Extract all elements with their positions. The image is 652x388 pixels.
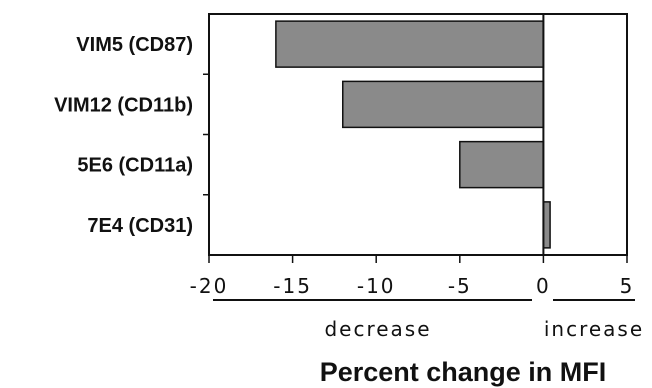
category-label: VIM12 (CD11b) [54, 94, 193, 116]
x-tick-label: 0 [536, 274, 551, 298]
bar [459, 140, 545, 189]
bar [542, 201, 551, 249]
bar [342, 80, 545, 129]
decrease-label: decrease [324, 317, 431, 341]
x-axis-title: Percent change in MFI [320, 357, 607, 387]
category-label: 7E4 (CD31) [87, 215, 193, 237]
category-labels: VIM5 (CD87) VIM12 (CD11b) 5E6 (CD11a) 7E4 (… [54, 34, 193, 237]
x-tick-label: -5 [448, 274, 472, 298]
bar [275, 20, 545, 68]
increase-label: increase [544, 317, 644, 341]
plot-area [203, 13, 628, 263]
x-tick-label: -20 [190, 274, 229, 298]
x-tick-label: -15 [273, 274, 312, 298]
category-label: VIM5 (CD87) [76, 34, 193, 56]
x-tick-labels: -20 -15 -10 -5 0 5 [190, 274, 635, 298]
x-tick-label: 5 [620, 274, 635, 298]
x-tick-label: -10 [357, 274, 396, 298]
category-label: 5E6 (CD11a) [77, 155, 193, 177]
